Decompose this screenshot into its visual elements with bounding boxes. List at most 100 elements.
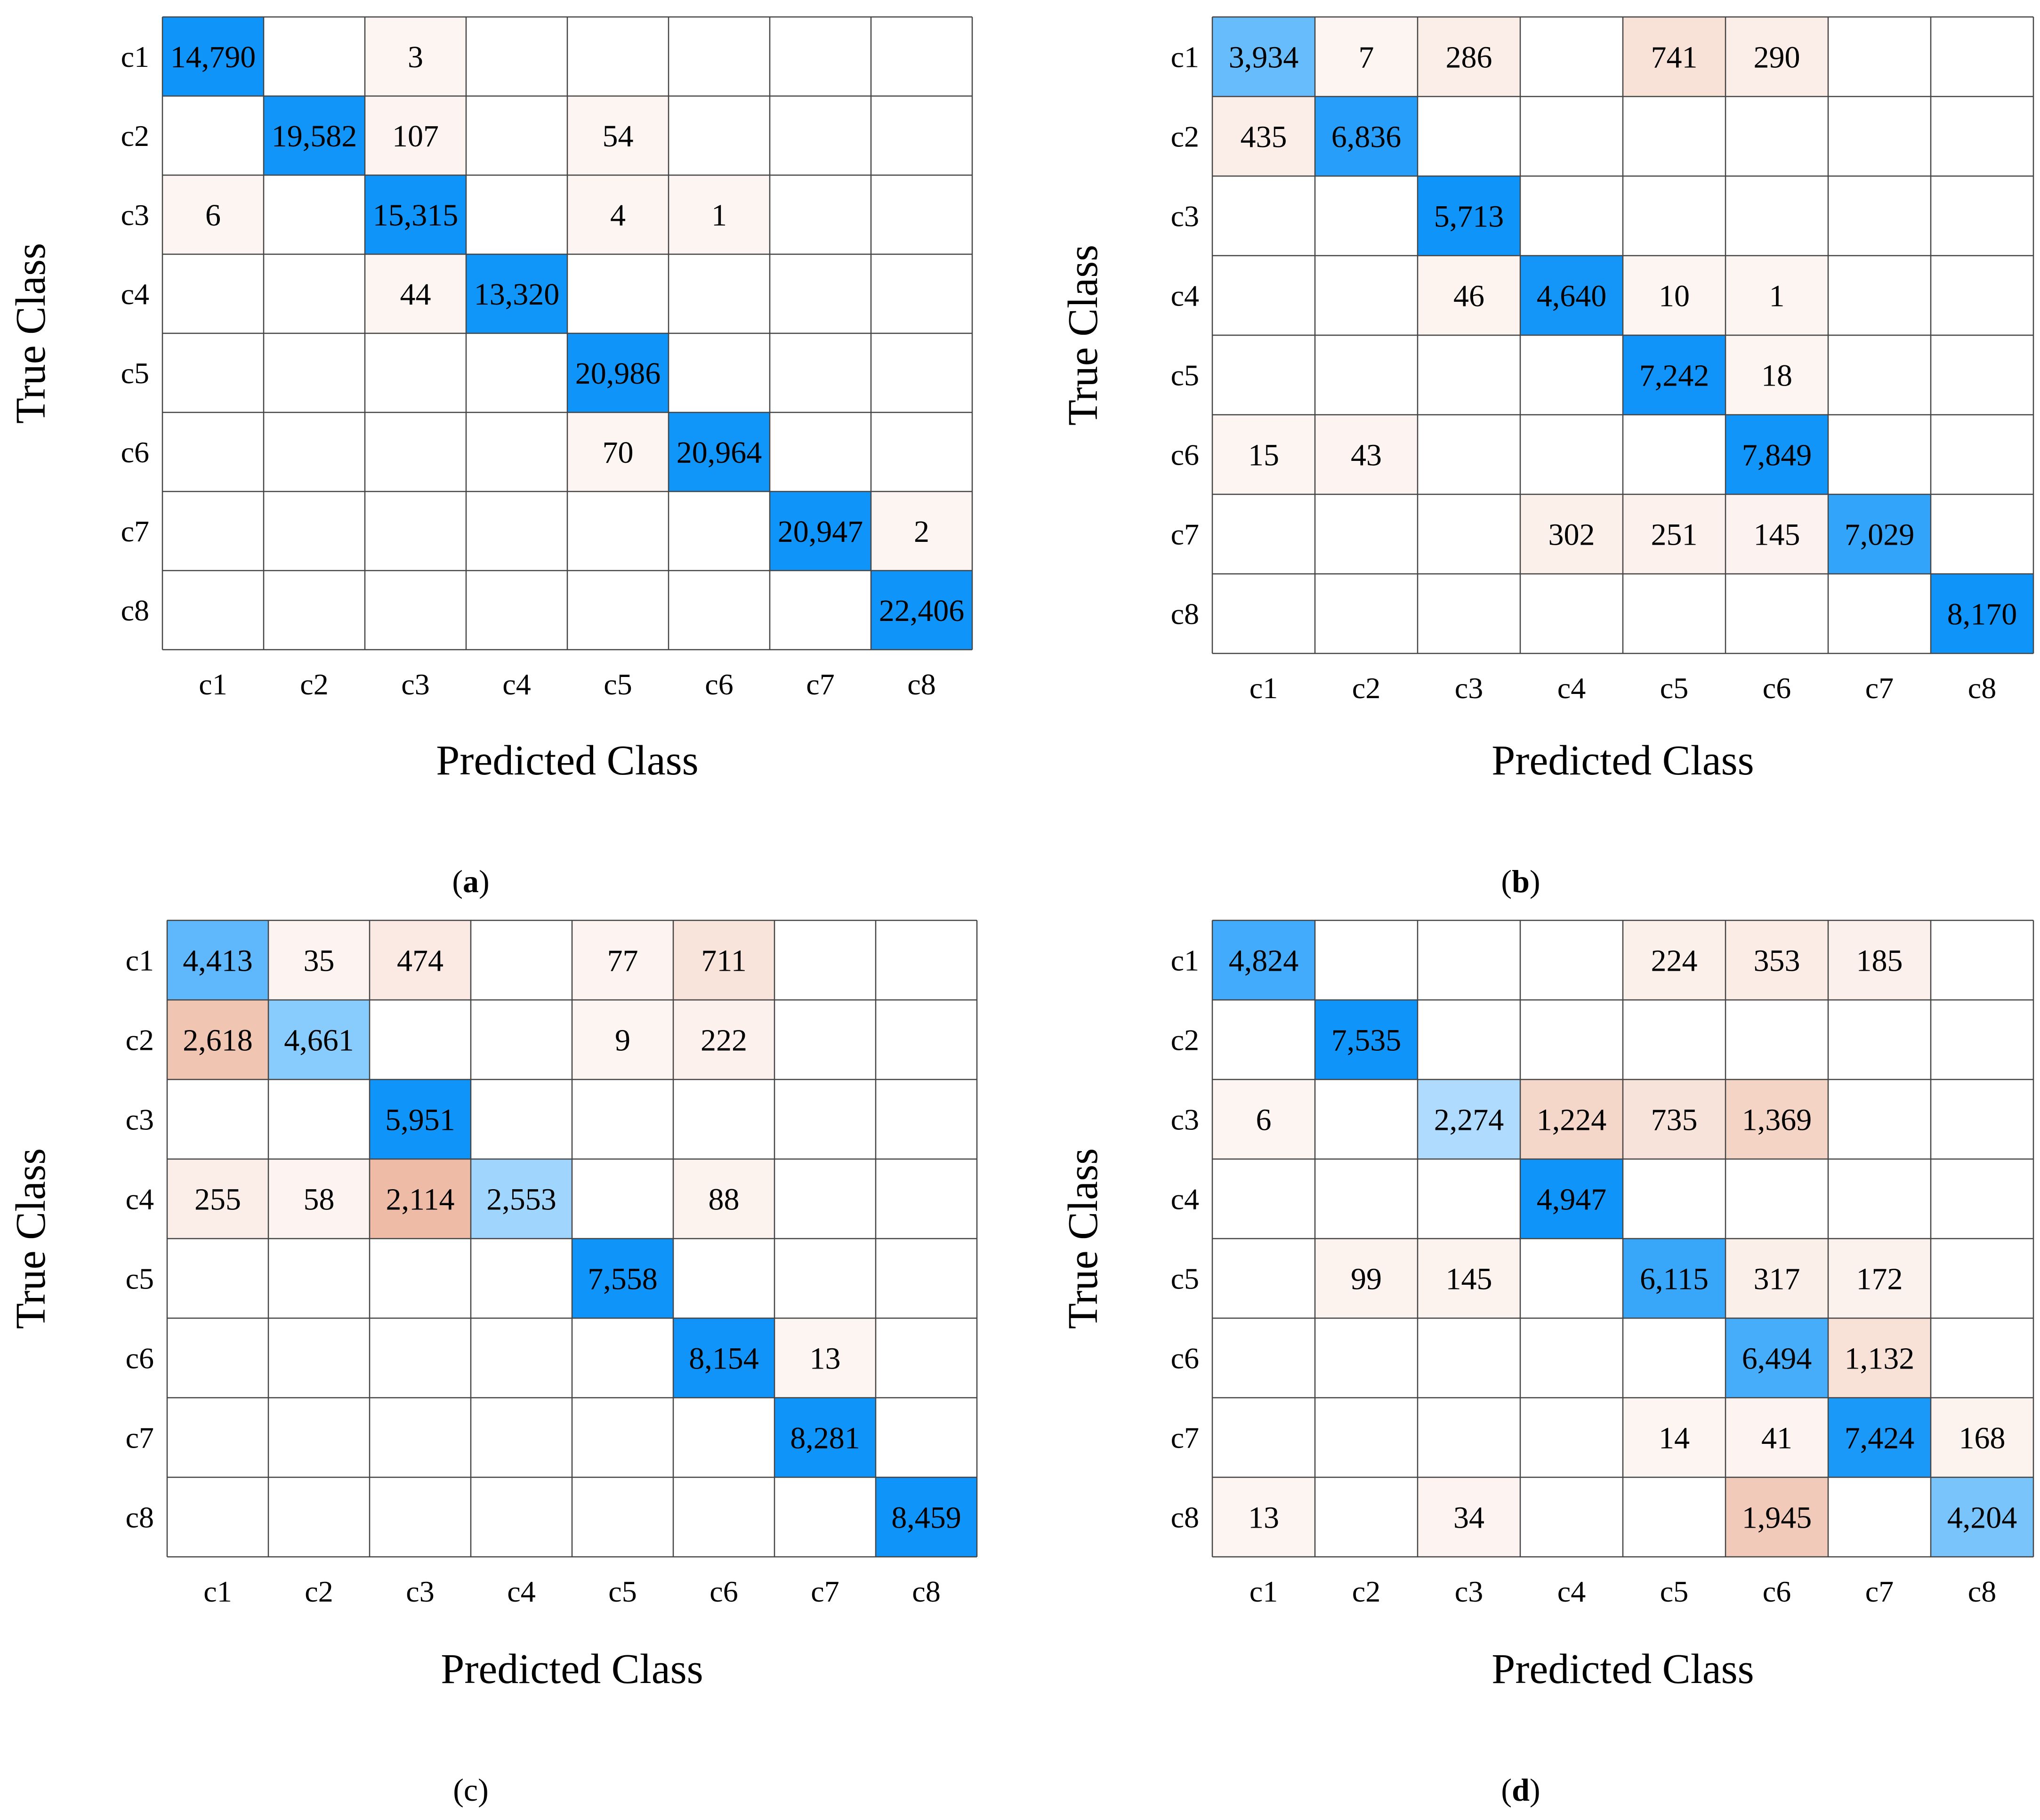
cell-value: 19,582 [272, 119, 357, 153]
cell-c7-c3 [370, 1398, 471, 1477]
cell-c7-c5 [1623, 494, 1726, 574]
cell-c6-c4 [471, 1318, 572, 1398]
cell-c6-c7 [1828, 415, 1931, 494]
cell-c2-c8 [1931, 97, 2033, 176]
cell-c2-c1 [1212, 1000, 1315, 1079]
cell-value: 2,553 [486, 1183, 556, 1217]
row-tick-label: c7 [1171, 518, 1199, 551]
cell-c7-c2 [264, 491, 365, 571]
cell-c4-c5 [572, 1159, 673, 1239]
cell-c5-c1 [1212, 1239, 1315, 1318]
cell-c3-c8 [1931, 1079, 2033, 1159]
cell-value: 4,204 [1947, 1501, 2017, 1535]
cell-c3-c2 [1315, 176, 1418, 256]
cell-c5-c7 [1828, 335, 1931, 415]
cell-c7-c6 [1726, 1398, 1828, 1477]
cell-value: 14 [1659, 1421, 1690, 1456]
cell-value: 2,618 [183, 1023, 253, 1058]
cell-c8-c5 [1623, 574, 1726, 653]
cell-c7-c7 [770, 491, 871, 571]
cell-c3-c2 [264, 175, 365, 254]
cell-value: 5,951 [385, 1103, 455, 1137]
cell-c5-c7 [1828, 1239, 1931, 1318]
row-tick-label: c6 [1171, 1342, 1199, 1375]
cell-c8-c2 [1315, 1477, 1418, 1557]
cell-c4-c5 [1623, 1159, 1726, 1239]
row-tick-label: c1 [126, 944, 154, 977]
cell-c5-c3 [1418, 335, 1520, 415]
cell-c2-c4 [1520, 1000, 1623, 1079]
cell-c7-c2 [268, 1398, 370, 1477]
col-tick-label: c2 [300, 668, 328, 701]
cell-c2-c5 [1623, 97, 1726, 176]
cell-c4-c1 [167, 1159, 268, 1239]
cell-value: 2 [914, 515, 929, 549]
cell-c7-c3 [365, 491, 466, 571]
cell-value: 251 [1651, 518, 1698, 552]
y-axis-title: True Class [8, 1148, 54, 1329]
col-tick-label: c3 [401, 668, 429, 701]
cell-c7-c5 [567, 491, 669, 571]
cell-c3-c6 [673, 1079, 774, 1159]
cell-value: 3,934 [1229, 40, 1299, 75]
cell-c8-c2 [1315, 574, 1418, 653]
cell-c2-c4 [471, 1000, 572, 1079]
cell-value: 14,790 [170, 40, 256, 74]
cell-c3-c7 [774, 1079, 876, 1159]
cell-value: 15 [1248, 438, 1279, 473]
cell-c8-c3 [1418, 1477, 1520, 1557]
cell-c2-c2 [1315, 1000, 1418, 1079]
col-tick-label: c4 [1557, 671, 1586, 705]
cell-c6-c4 [466, 412, 567, 491]
cell-c8-c6 [1726, 1477, 1828, 1557]
cell-c4-c7 [774, 1159, 876, 1239]
cell-c6-c3 [365, 412, 466, 491]
cell-value: 185 [1856, 944, 1903, 978]
col-tick-label: c2 [1352, 1575, 1380, 1608]
cell-value: 6,836 [1331, 120, 1402, 154]
cell-c3-c1 [162, 175, 264, 254]
row-tick-label: c2 [126, 1023, 154, 1057]
cell-c3-c2 [1315, 1079, 1418, 1159]
cell-c6-c7 [1828, 1318, 1931, 1398]
cell-value: 6,494 [1742, 1342, 1812, 1376]
cell-c2-c3 [1418, 1000, 1520, 1079]
cell-value: 18 [1761, 359, 1792, 393]
cell-value: 7 [1359, 40, 1374, 75]
cell-c2-c2 [1315, 97, 1418, 176]
cell-value: 99 [1351, 1262, 1382, 1297]
cell-c4-c1 [1212, 256, 1315, 335]
row-tick-label: c2 [121, 119, 149, 153]
col-tick-label: c7 [811, 1575, 839, 1608]
cell-c4-c3 [1418, 1159, 1520, 1239]
row-tick-label: c7 [1171, 1421, 1199, 1455]
cell-value: 735 [1651, 1103, 1698, 1137]
cell-c1-c1 [162, 17, 264, 96]
cell-c2-c4 [1520, 97, 1623, 176]
cell-c4-c4 [466, 254, 567, 333]
row-tick-label: c8 [1171, 597, 1199, 631]
cell-c5-c4 [1520, 1239, 1623, 1318]
row-tick-label: c5 [1171, 359, 1199, 392]
row-tick-label: c2 [1171, 1023, 1199, 1057]
cell-c6-c5 [572, 1318, 673, 1398]
cell-c1-c2 [1315, 17, 1418, 97]
cell-c2-c3 [1418, 97, 1520, 176]
cell-c6-c2 [1315, 415, 1418, 494]
row-tick-label: c1 [121, 40, 149, 73]
cell-c7-c8 [1931, 1398, 2033, 1477]
y-axis-title: True Class [1060, 1148, 1106, 1329]
cell-c2-c6 [669, 96, 770, 175]
cell-c5-c4 [1520, 335, 1623, 415]
cell-c4-c6 [1726, 1159, 1828, 1239]
row-tick-label: c6 [121, 435, 149, 469]
cell-c6-c4 [1520, 1318, 1623, 1398]
cell-c5-c2 [1315, 335, 1418, 415]
cell-c2-c7 [770, 96, 871, 175]
cell-c2-c1 [1212, 97, 1315, 176]
cell-c1-c1 [1212, 920, 1315, 1000]
cell-c6-c1 [1212, 1318, 1315, 1398]
row-tick-label: c4 [126, 1183, 154, 1216]
cell-c7-c8 [1931, 494, 2033, 574]
cell-c5-c1 [1212, 335, 1315, 415]
